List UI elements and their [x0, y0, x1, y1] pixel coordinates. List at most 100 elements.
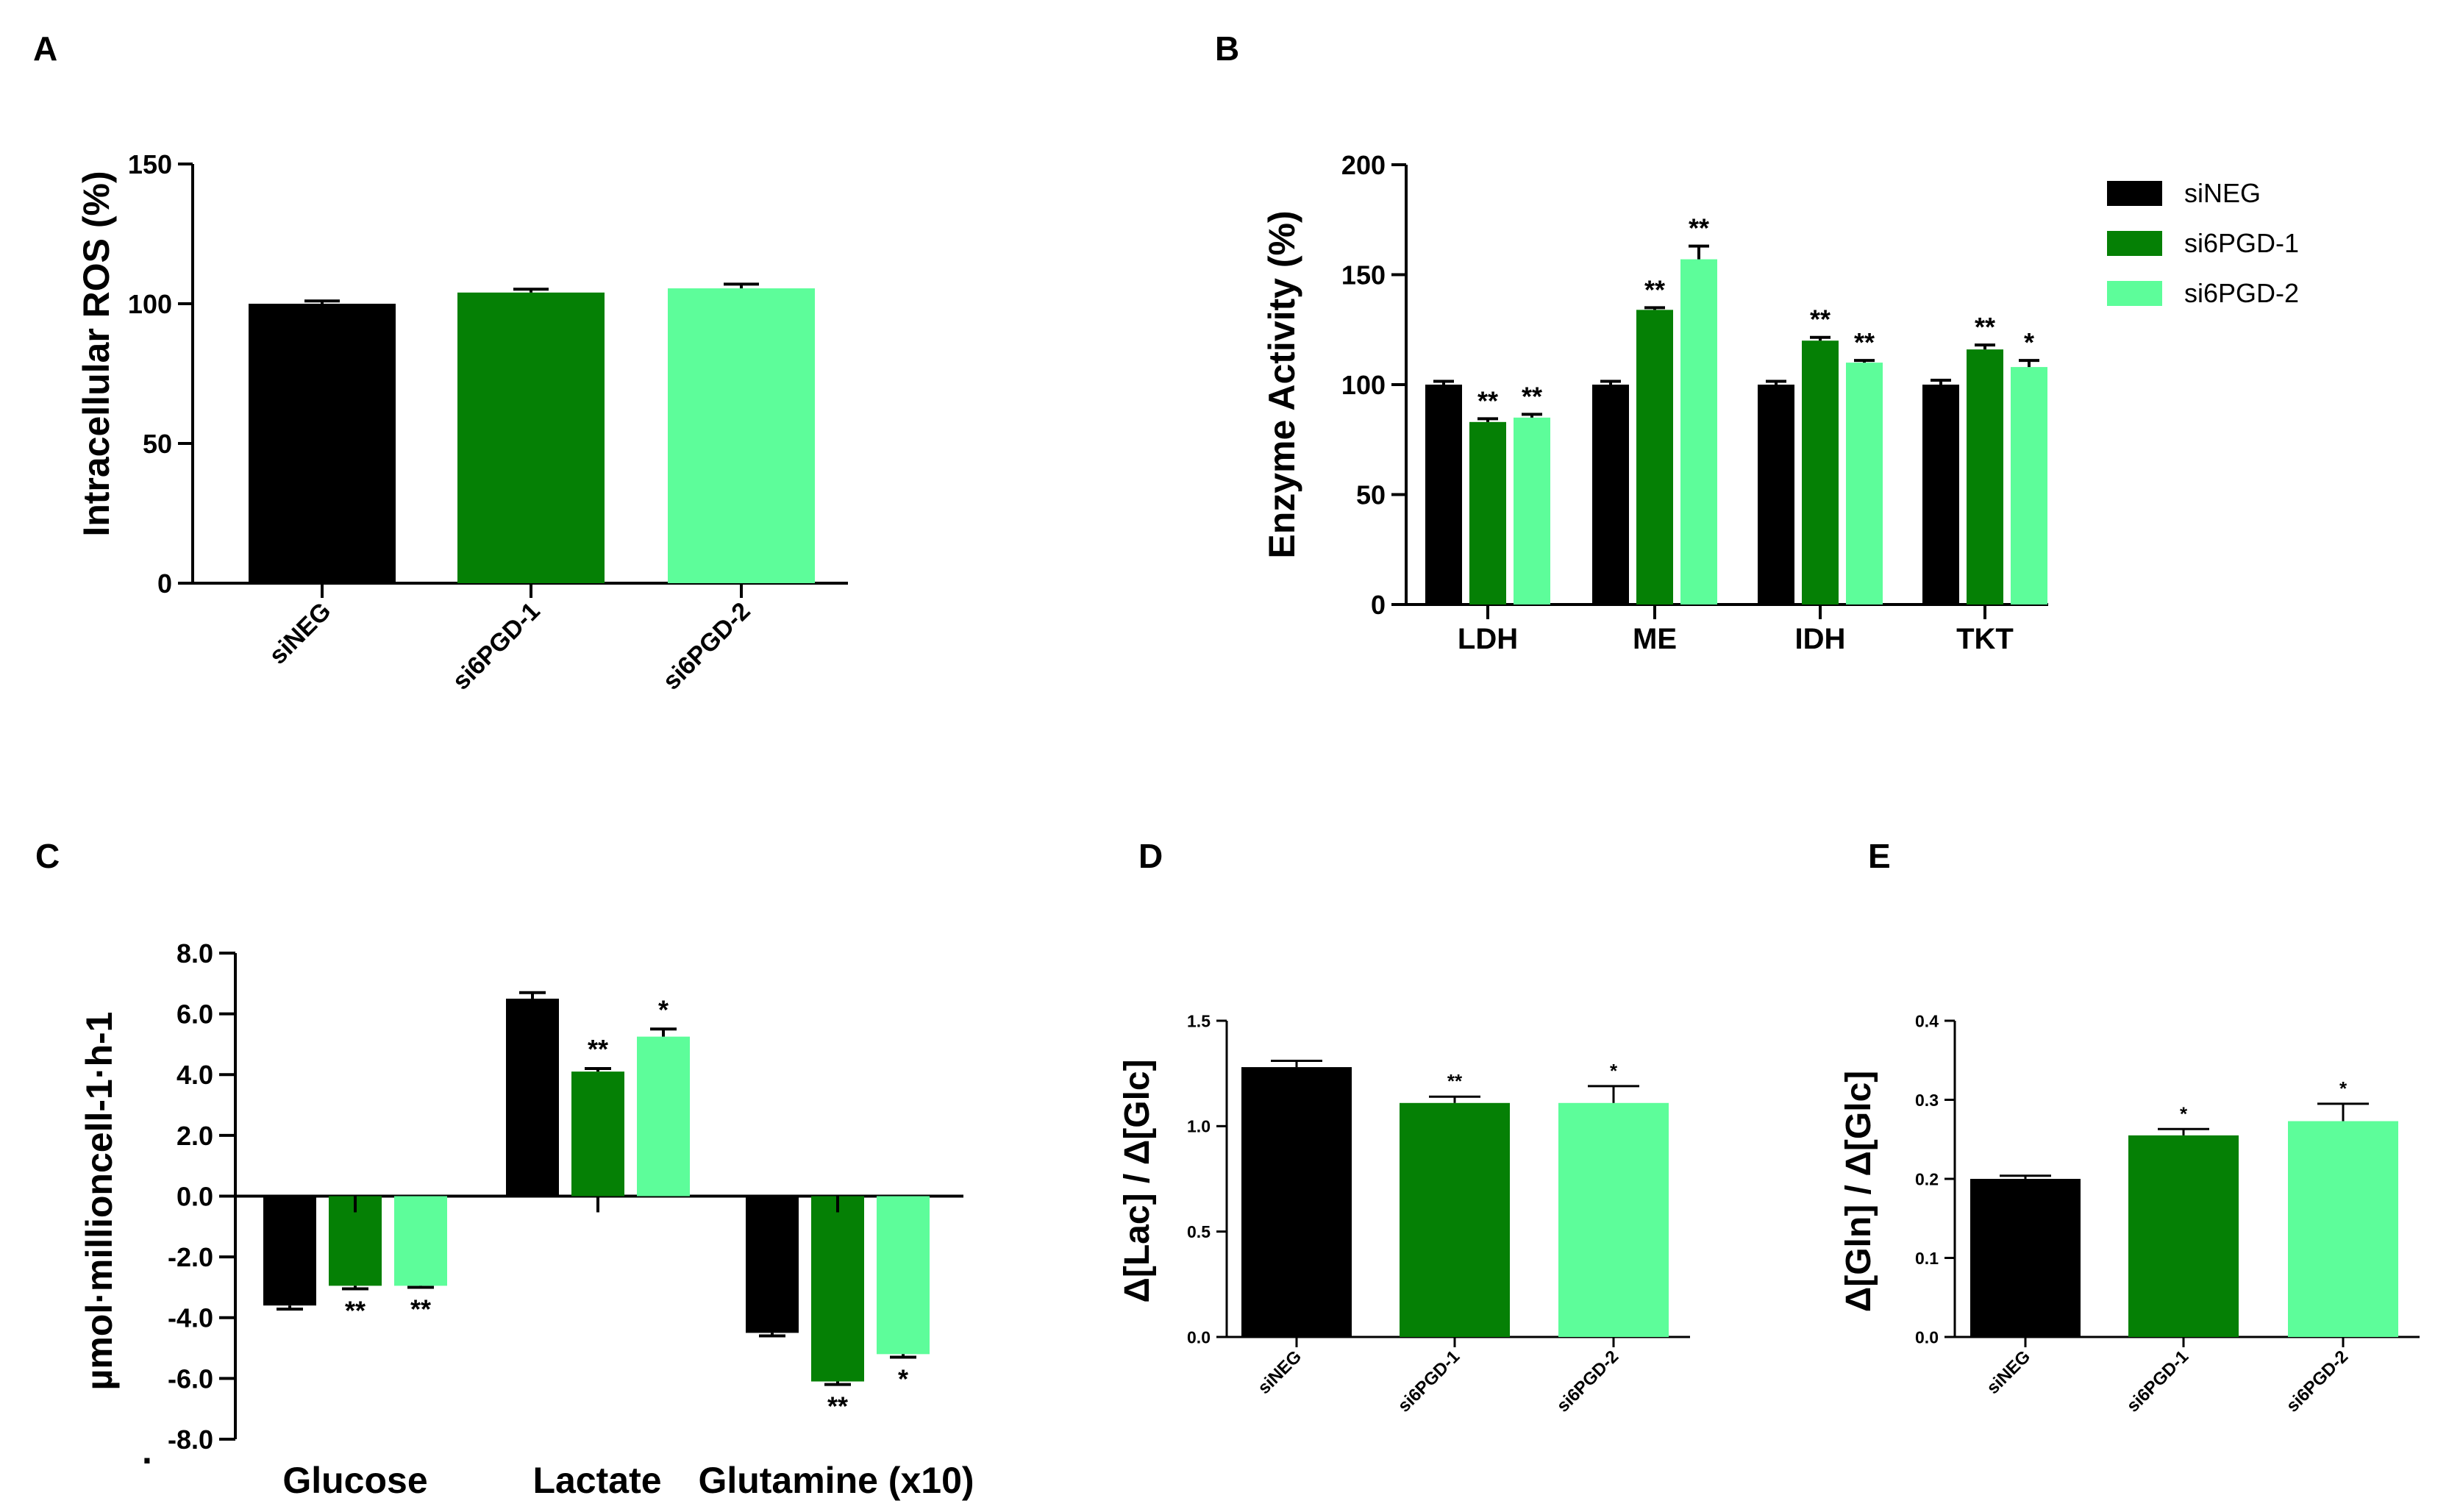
panel-d-y-tick-label: 1.0 — [1187, 1117, 1211, 1136]
panel-e-significance-label: * — [2339, 1077, 2348, 1099]
panel-c-category-label-glucose: Glucose — [282, 1460, 427, 1501]
legend-label-sineg: siNEG — [2184, 178, 2261, 208]
panel-a-bar-si6pgd-2 — [668, 288, 815, 583]
panel-a-y-tick-label: 50 — [143, 429, 172, 459]
panel-e-letter: E — [1868, 837, 1891, 875]
panel-d-significance-label: ** — [1447, 1070, 1463, 1092]
panel-b-significance-label: ** — [1477, 385, 1498, 416]
panel-b-category-label-ldh: LDH — [1458, 623, 1518, 655]
panel-c-y-tick-label: -8.0 — [168, 1424, 213, 1455]
panel-c-significance-label: * — [898, 1363, 908, 1394]
panel-a-y-axis-label: Intracellular ROS (%) — [76, 171, 117, 536]
panel-d-y-tick-label: 0.0 — [1187, 1327, 1211, 1347]
panel-b-significance-label: ** — [1644, 274, 1665, 304]
panel-b-category-label-idh: IDH — [1795, 623, 1846, 655]
panel-c-stray-mark: . — [142, 1430, 152, 1472]
panel-c-y-axis-label: µmol·millioncell-1·h-1 — [79, 1012, 120, 1391]
panel-c-bar-lactate-si6pgd-1 — [571, 1071, 624, 1197]
legend-swatch-si6pgd-1 — [2107, 231, 2162, 256]
legend: siNEG si6PGD-1 si6PGD-2 — [2107, 178, 2299, 308]
panel-b-significance-label: ** — [1810, 304, 1830, 335]
panel-d-bar-sineg — [1241, 1067, 1352, 1337]
panel-b-y-tick-label: 50 — [1356, 479, 1386, 510]
panel-e-significance-label: * — [2180, 1102, 2188, 1124]
panel-d-letter: D — [1138, 837, 1163, 875]
panel-b-bar-tkt-si6pgd-1 — [1967, 349, 2003, 605]
panel-b-bar-me-si6pgd-2 — [1680, 259, 1717, 605]
panel-e-y-tick-label: 0.3 — [1915, 1091, 1939, 1110]
panel-b-bar-me-si6pgd-1 — [1636, 310, 1673, 605]
panel-c-bar-glucose-si6pgd-2 — [394, 1196, 447, 1286]
panel-b-bar-tkt-sineg — [1922, 385, 1959, 605]
panel-b-bar-me-sineg — [1592, 385, 1629, 605]
panel-b-category-label-tkt: TKT — [1956, 623, 2014, 655]
panel-b-bar-ldh-si6pgd-1 — [1469, 421, 1506, 605]
panel-c-bar-lactate-si6pgd-2 — [637, 1036, 690, 1197]
panel-d-significance-label: * — [1610, 1060, 1618, 1082]
panel-b-significance-label: * — [2024, 327, 2034, 357]
panel-c-y-tick-label: 2.0 — [177, 1121, 213, 1151]
legend-swatch-si6pgd-2 — [2107, 281, 2162, 306]
panel-c-y-tick-label: -4.0 — [168, 1303, 213, 1333]
panel-b-category-label-me: ME — [1633, 623, 1677, 655]
panel-b-y-tick-label: 0 — [1371, 590, 1386, 620]
panel-c-significance-label: ** — [345, 1296, 366, 1326]
panel-c-bar-glutamine-x10-si6pgd-2 — [877, 1196, 930, 1355]
panel-b-bar-idh-si6pgd-2 — [1846, 363, 1883, 605]
panel-b-bar-ldh-sineg — [1425, 385, 1462, 605]
legend-label-si6pgd-2: si6PGD-2 — [2184, 278, 2299, 308]
panel-e-bar-si6pgd-2 — [2288, 1121, 2398, 1337]
panel-a-y-tick-label: 150 — [128, 149, 172, 179]
panel-b-significance-label: ** — [1522, 381, 1542, 411]
panel-c-letter: C — [35, 837, 60, 875]
panel-c-y-tick-label: -2.0 — [168, 1242, 213, 1272]
legend-label-si6pgd-1: si6PGD-1 — [2184, 228, 2299, 258]
panel-c-y-tick-label: 4.0 — [177, 1060, 213, 1090]
panel-c-bar-glutamine-x10-sineg — [746, 1196, 799, 1333]
panel-b-y-tick-label: 200 — [1341, 150, 1386, 180]
panel-c-bar-glucose-sineg — [263, 1196, 316, 1306]
panel-d-y-tick-label: 1.5 — [1187, 1011, 1211, 1030]
panel-b-y-tick-label: 100 — [1341, 370, 1386, 400]
panel-e-y-tick-label: 0.2 — [1915, 1169, 1939, 1188]
panel-b-bar-idh-sineg — [1758, 385, 1794, 605]
panel-b-y-axis-label: Enzyme Activity (%) — [1261, 210, 1302, 558]
panel-a-y-tick-label: 100 — [128, 289, 172, 319]
panel-c-bar-lactate-sineg — [506, 998, 559, 1197]
panel-a-bar-sineg — [249, 304, 396, 583]
panel-c-y-tick-label: 0.0 — [177, 1181, 213, 1211]
panel-b-significance-label: ** — [1975, 312, 1995, 342]
panel-e-y-tick-label: 0.0 — [1915, 1327, 1939, 1347]
panel-c-category-label-glutamine-x10: Glutamine (x10) — [698, 1460, 974, 1501]
panel-d-y-tick-label: 0.5 — [1187, 1222, 1211, 1241]
panel-d-bar-si6pgd-1 — [1400, 1102, 1510, 1337]
panel-c-significance-label: ** — [588, 1034, 608, 1064]
panel-c-significance-label: ** — [827, 1391, 848, 1422]
panel-b-bar-idh-si6pgd-1 — [1802, 340, 1839, 605]
panel-b-bar-ldh-si6pgd-2 — [1514, 417, 1550, 605]
panel-c-chart: -8.0-6.0-4.0-2.00.02.04.06.08.0** **Gluco… — [168, 938, 974, 1501]
panel-b-bar-tkt-si6pgd-2 — [2011, 367, 2047, 605]
panel-a-bar-si6pgd-1 — [457, 292, 605, 583]
panel-c-bar-glutamine-x10-si6pgd-1 — [811, 1196, 864, 1382]
panel-d-bar-si6pgd-2 — [1558, 1102, 1669, 1337]
panel-e-y-tick-label: 0.4 — [1915, 1011, 1939, 1030]
panel-b-significance-label: ** — [1854, 327, 1875, 357]
panel-b-y-tick-label: 150 — [1341, 260, 1386, 290]
panel-b-letter: B — [1215, 29, 1239, 68]
panel-e-y-tick-label: 0.1 — [1915, 1249, 1939, 1268]
panel-c-category-label-lactate: Lactate — [532, 1460, 661, 1501]
panel-c-y-tick-label: 6.0 — [177, 999, 213, 1030]
panel-a-y-tick-label: 0 — [157, 568, 172, 599]
panel-d-y-axis-label: Δ[Lac] / Δ[Glc] — [1118, 1059, 1157, 1302]
panel-c-significance-label: * — [658, 994, 669, 1024]
panel-c-y-tick-label: -6.0 — [168, 1363, 213, 1394]
panel-c-significance-label: ** — [410, 1294, 431, 1324]
panel-c-y-tick-label: 8.0 — [177, 938, 213, 969]
panel-e-y-axis-label: Δ[Gln] / Δ[Glc] — [1839, 1071, 1878, 1313]
panel-e-bar-sineg — [1970, 1179, 2081, 1337]
